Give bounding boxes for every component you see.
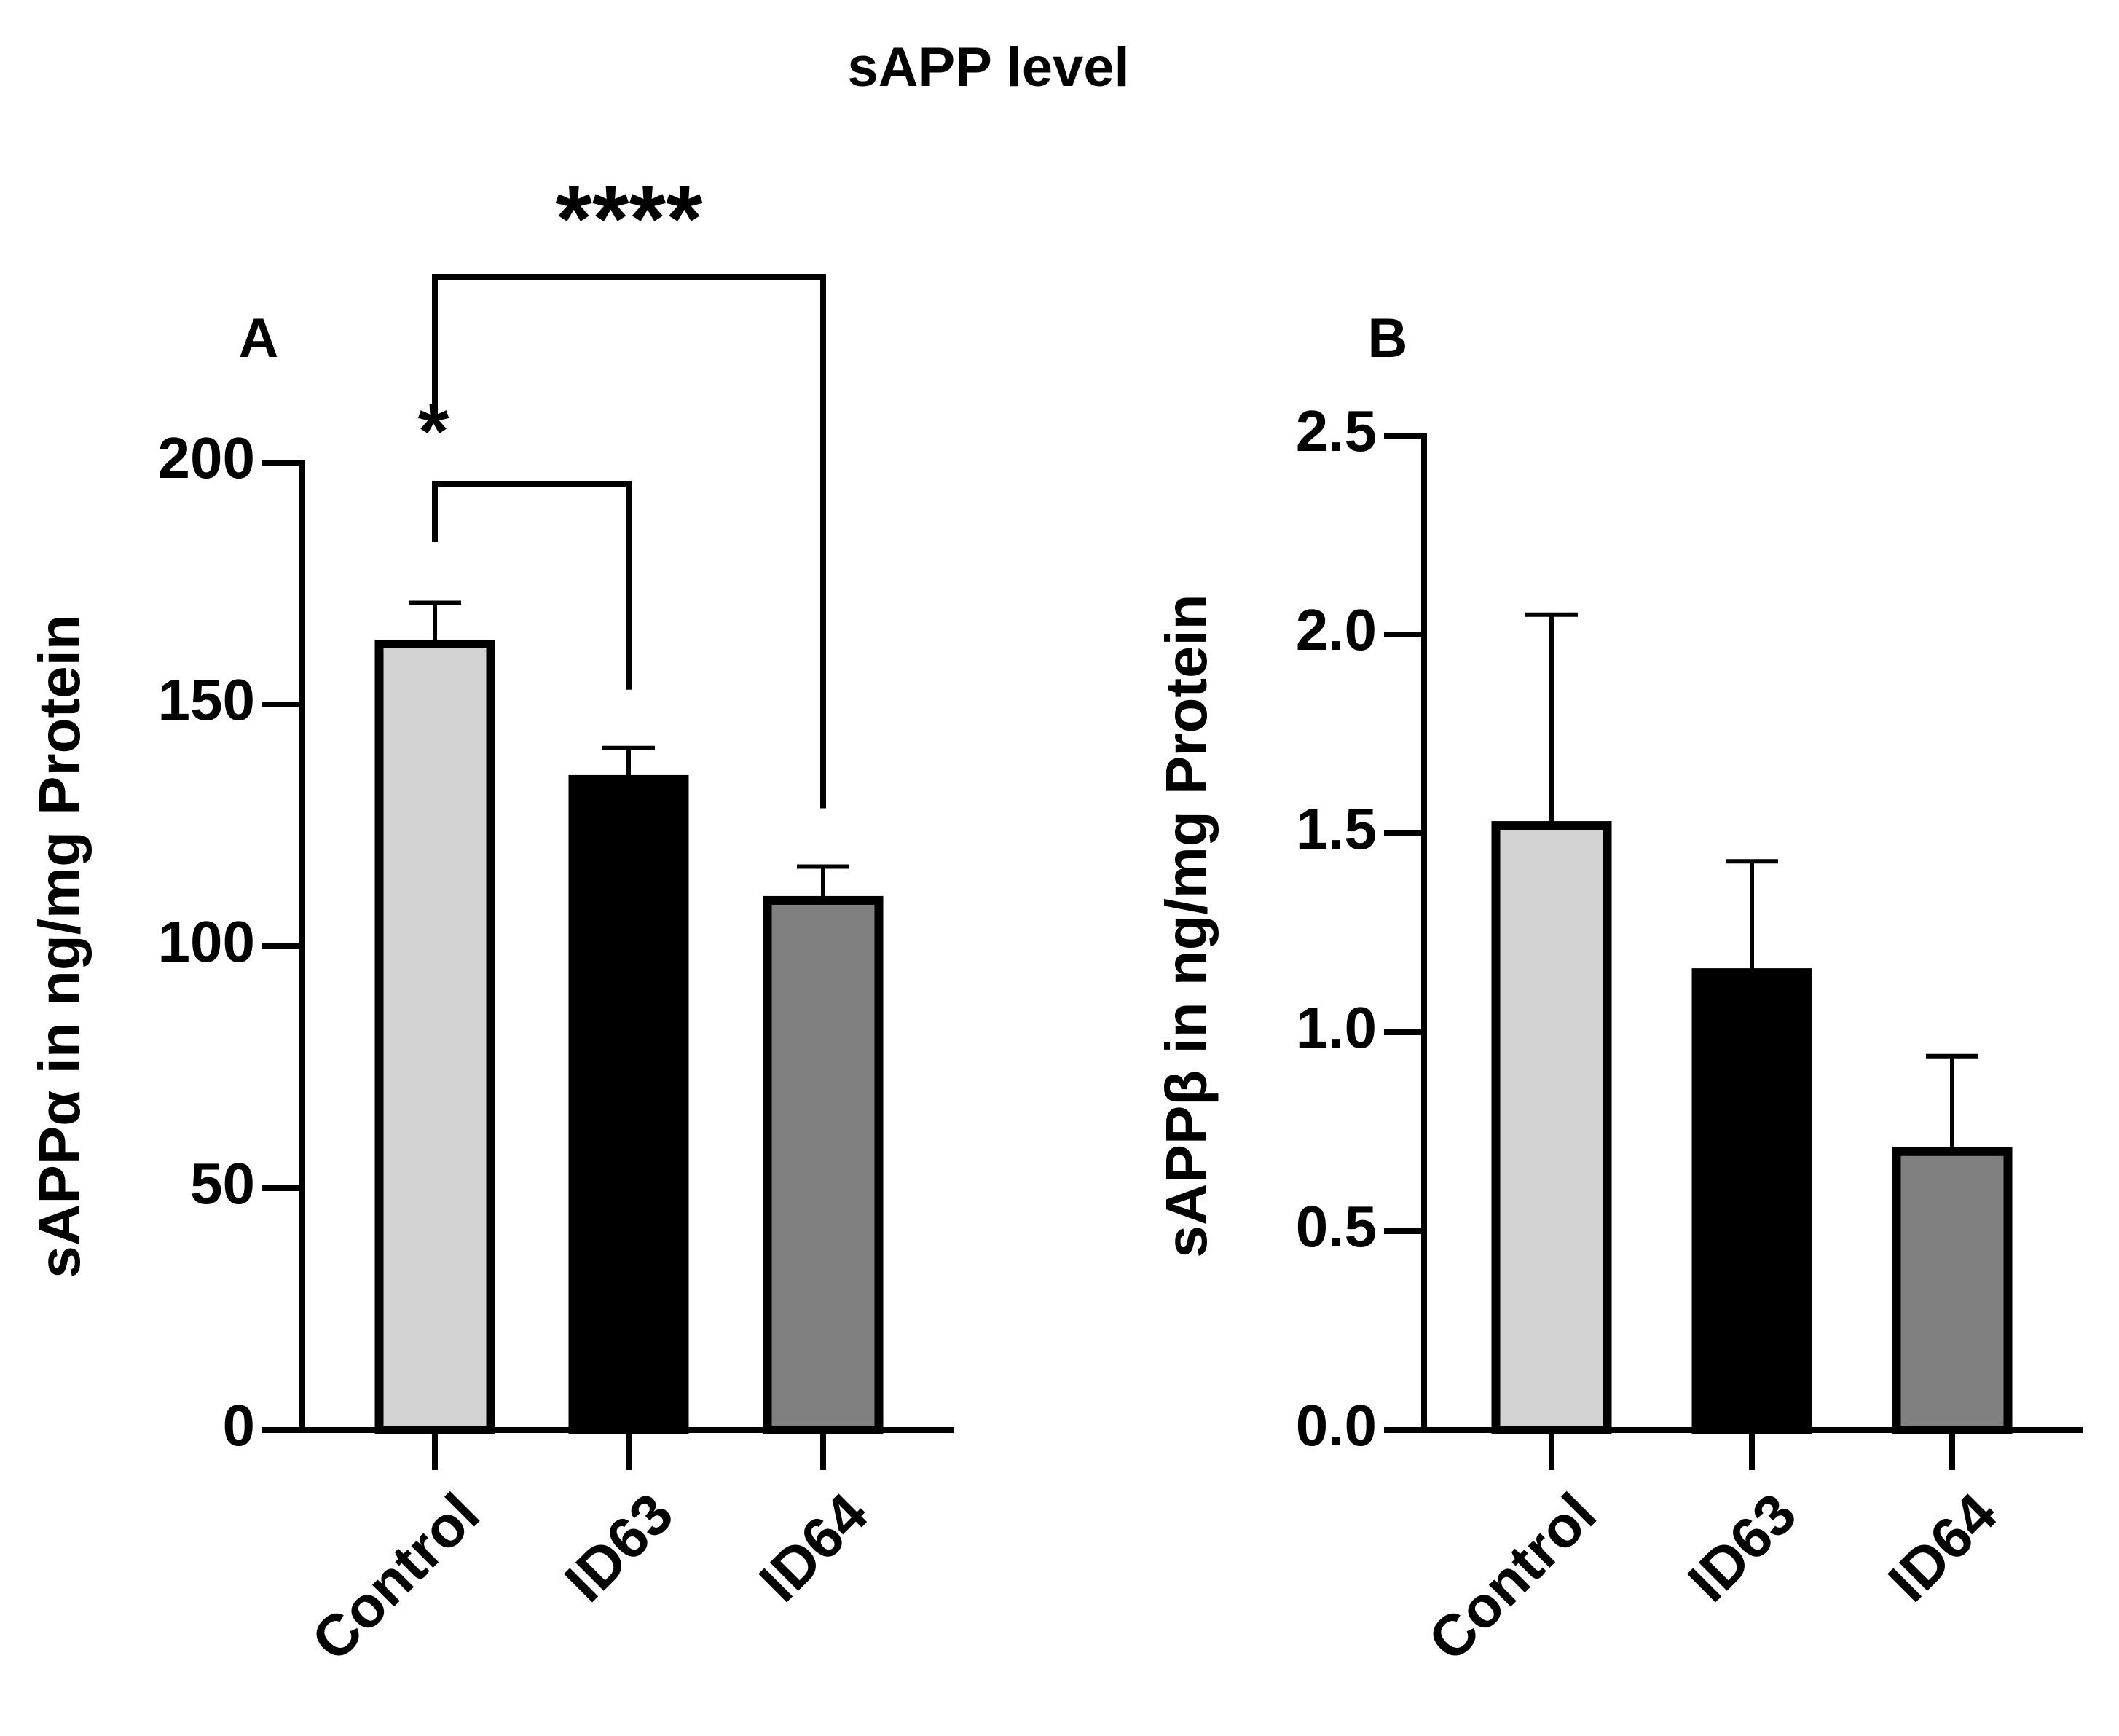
bar-id64 (1892, 1147, 2013, 1435)
y-tick-label: 50 (190, 1151, 255, 1216)
y-tick-label: 0.0 (1296, 1393, 1377, 1458)
x-tick-label-id63: ID63 (552, 1481, 685, 1614)
y-tick-label: 100 (158, 909, 255, 974)
significance-bracket (432, 481, 632, 690)
y-tick-label: 200 (158, 425, 255, 490)
panel-label: B (1368, 307, 1408, 369)
significance-label: **** (555, 165, 703, 272)
figure-title: sAPP level (847, 36, 1129, 98)
bar-id63 (1691, 968, 1812, 1434)
x-tick-label-control: Control (299, 1481, 492, 1673)
x-tick-label-id63: ID63 (1675, 1481, 1808, 1614)
y-axis-label: sAPPα in ng/mg Protein (27, 614, 92, 1278)
bar-id63 (568, 774, 689, 1435)
y-tick-label: 1.0 (1296, 995, 1377, 1060)
y-tick-label: 0.5 (1296, 1194, 1377, 1259)
y-tick-label: 2.0 (1296, 597, 1377, 662)
y-tick-label: 1.5 (1296, 796, 1377, 861)
y-tick-label: 150 (158, 667, 255, 732)
x-tick-label-id64: ID64 (747, 1480, 880, 1614)
significance-bracket (432, 274, 826, 809)
panel-label: A (239, 307, 279, 369)
x-tick-label-id64: ID64 (1876, 1480, 2009, 1614)
y-tick-label: 2.5 (1296, 398, 1377, 463)
bar-id64 (763, 895, 884, 1435)
bar-control (374, 640, 495, 1434)
bar-control (1491, 821, 1612, 1434)
y-axis-label: sAPPβ in ng/mg Protein (1154, 594, 1219, 1257)
y-tick-label: 0 (223, 1393, 256, 1458)
x-tick-label-control: Control (1416, 1481, 1608, 1673)
